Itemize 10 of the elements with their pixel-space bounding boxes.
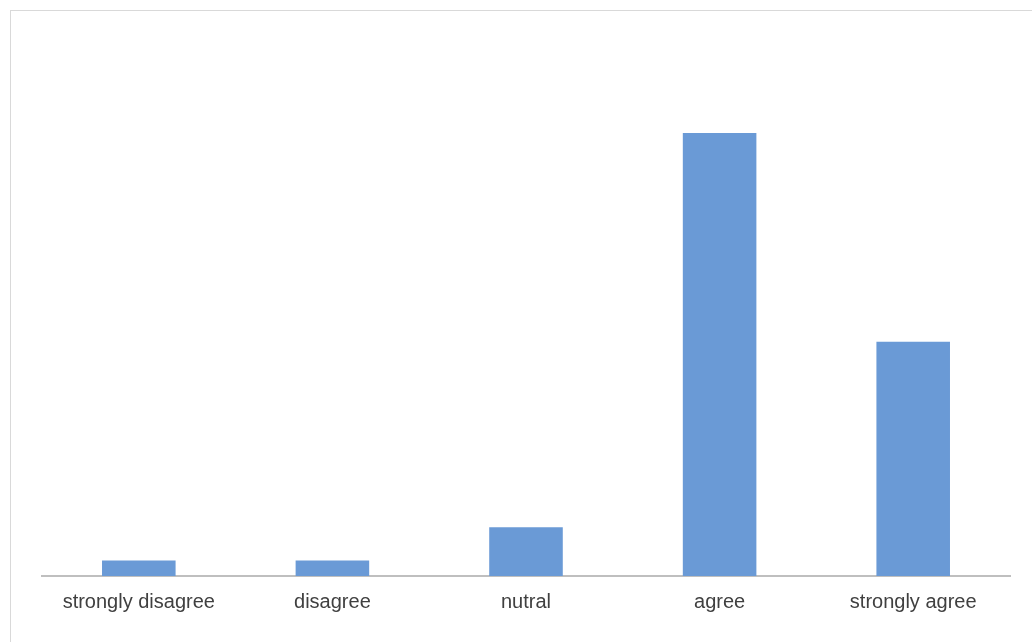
bar — [489, 527, 563, 576]
x-tick-label: agree — [694, 589, 746, 612]
x-tick-label: nutral — [500, 589, 552, 612]
bar — [102, 560, 176, 576]
bar — [682, 133, 757, 576]
x-tick-label: strongly agree — [849, 589, 977, 612]
x-tick-label: disagree — [294, 589, 371, 612]
bar — [295, 560, 370, 576]
x-tick-label: strongly disagree — [62, 589, 215, 612]
bar — [876, 341, 950, 576]
